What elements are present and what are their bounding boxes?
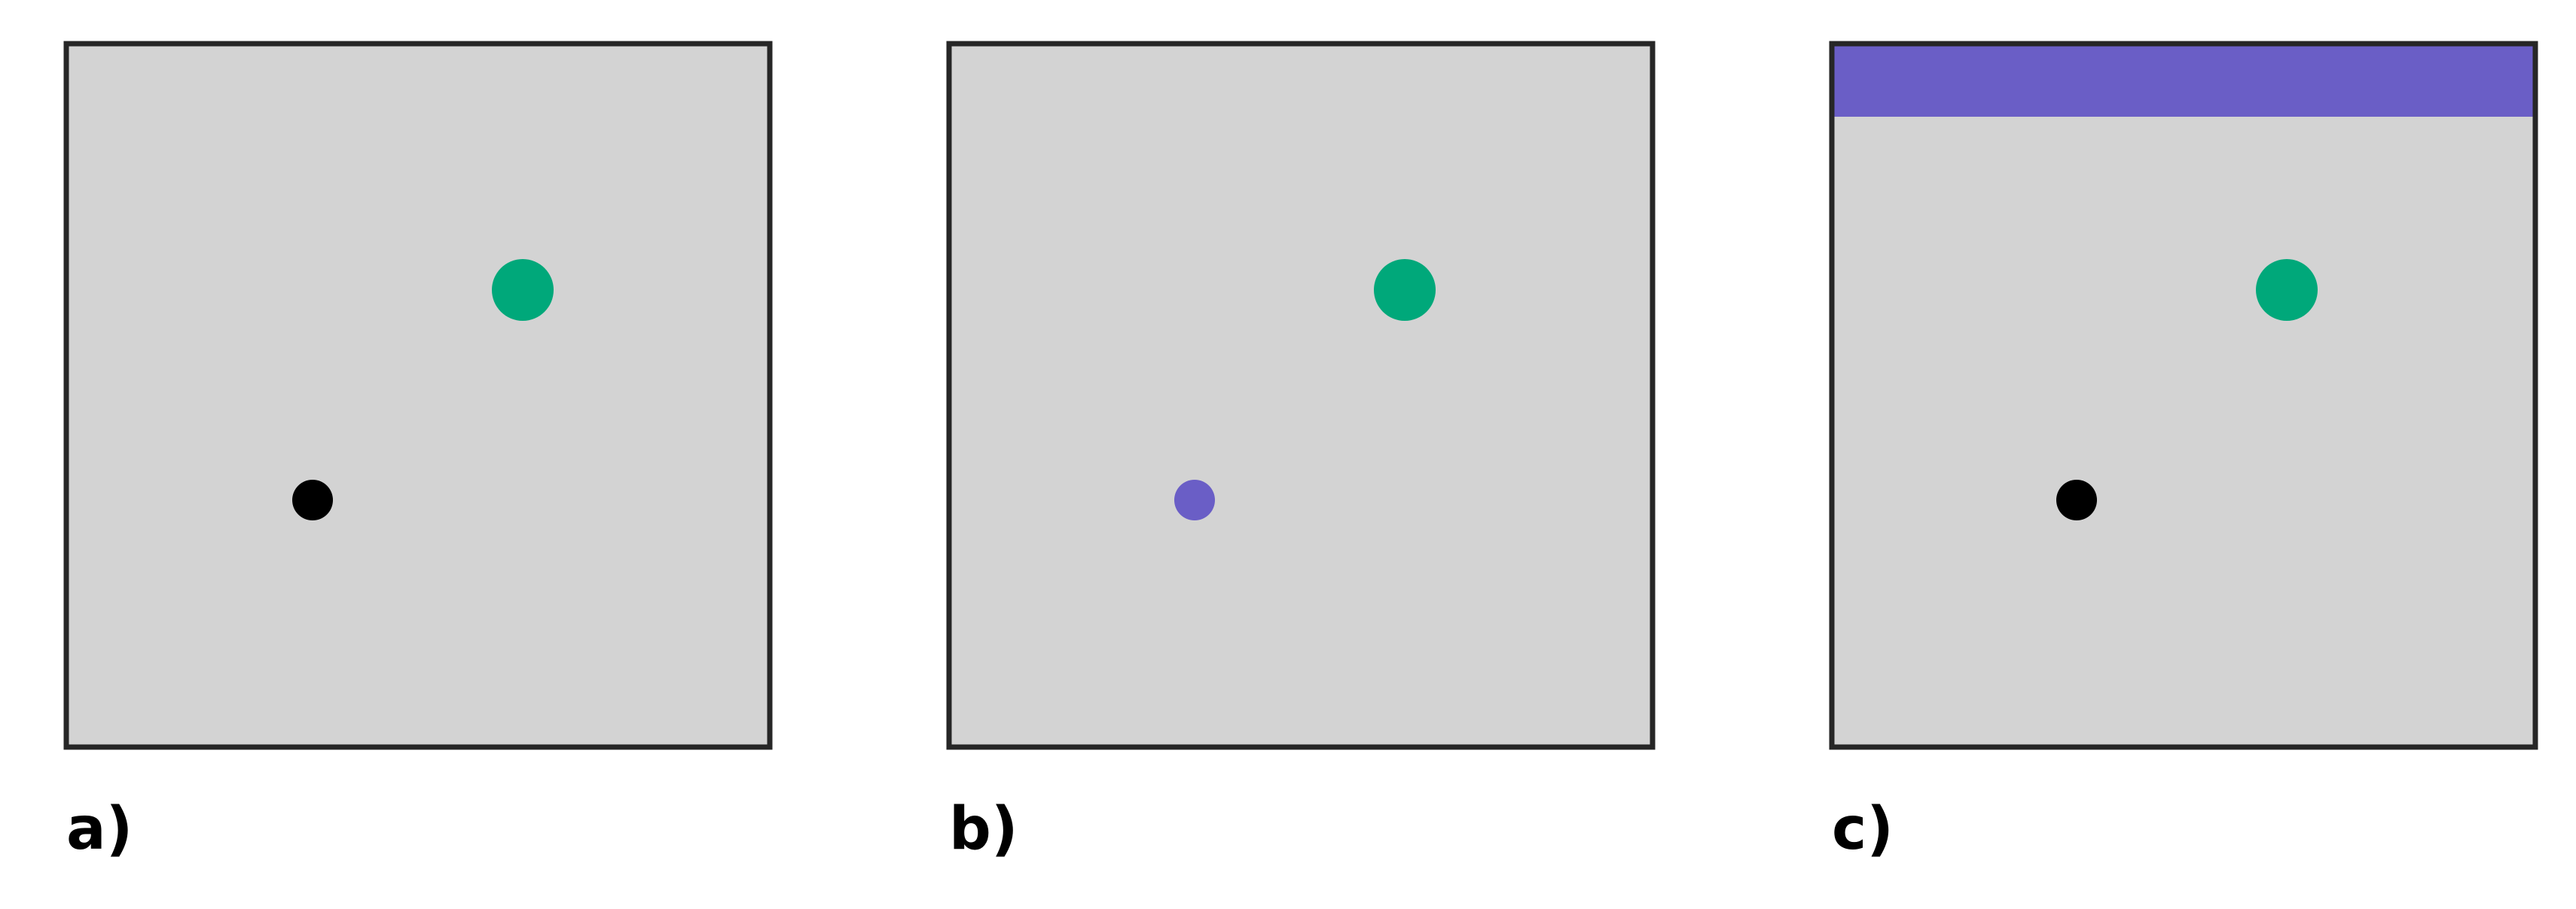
panel-c-green-dot	[2256, 259, 2318, 321]
panel-b-caption: b)	[949, 795, 1018, 863]
panel-a-green-dot	[492, 259, 554, 321]
panel-a-agent-dot	[292, 480, 333, 520]
panel-c-background	[1832, 44, 2535, 747]
panel-b-green-dot	[1374, 259, 1436, 321]
panel-b-background	[946, 41, 1656, 750]
panel-a	[63, 41, 773, 750]
panel-a-background	[63, 41, 773, 750]
panel-c	[1829, 41, 2538, 750]
panel-a-caption: a)	[66, 795, 133, 863]
panel-b	[946, 41, 1656, 750]
panel-c-agent-dot	[2056, 480, 2097, 520]
panel-c-top-bar	[1832, 44, 2535, 117]
panel-c-frame	[1829, 41, 2538, 750]
panel-c-caption: c)	[1832, 795, 1894, 863]
panel-b-agent-dot	[1174, 480, 1215, 520]
